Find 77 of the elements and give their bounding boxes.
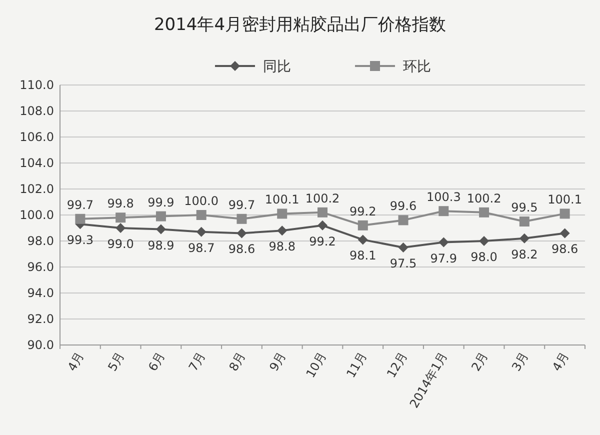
data-label: 99.2 <box>350 204 376 218</box>
data-label: 98.2 <box>511 247 538 262</box>
data-label: 98.9 <box>148 238 174 252</box>
point <box>277 208 288 219</box>
title: 2014年4月密封用粘胶品出厂价格指数 <box>154 15 446 35</box>
x-tick-label: 4月 <box>64 350 87 374</box>
x-tick-label: 10月 <box>303 350 330 380</box>
point <box>116 212 126 223</box>
data-label: 98.6 <box>228 242 256 256</box>
y-tick-label: 102.0 <box>20 182 54 196</box>
data-label: 99.9 <box>148 195 174 210</box>
legend-label: 同比 <box>263 59 291 75</box>
point <box>398 242 408 252</box>
data-label: 100.0 <box>184 194 219 208</box>
data-label: 97.5 <box>390 256 417 270</box>
point <box>318 207 328 218</box>
point <box>438 206 449 216</box>
y-tick-label: 98.0 <box>27 234 54 248</box>
y-tick-label: 106.0 <box>20 130 54 144</box>
x-tick-label: 9月 <box>266 350 289 374</box>
point <box>358 234 368 245</box>
y-tick-label: 104.0 <box>20 156 54 170</box>
data-label: 100.1 <box>548 192 582 207</box>
point <box>560 208 570 219</box>
x-tick-label: 7月 <box>186 350 208 374</box>
x-tick-label: 6月 <box>146 350 168 374</box>
data-label: 100.3 <box>426 190 461 204</box>
x-tick-label: 4月 <box>549 350 572 374</box>
data-label: 99.5 <box>511 200 538 214</box>
point <box>156 224 166 234</box>
y-tick-label: 94.0 <box>27 286 54 300</box>
data-label: 100.2 <box>305 191 340 206</box>
data-label: 98.8 <box>268 240 296 254</box>
point <box>560 228 570 238</box>
y-tick-label: 100.0 <box>20 208 54 222</box>
data-label: 99.8 <box>107 196 134 211</box>
x-tick-label: 5月 <box>105 350 128 374</box>
data-label: 97.9 <box>430 251 458 266</box>
x-tick-label: 2月 <box>468 350 491 374</box>
point <box>519 233 530 244</box>
point <box>519 216 530 226</box>
point <box>479 236 490 246</box>
point <box>196 226 206 237</box>
y-tick-label: 96.0 <box>27 260 54 274</box>
y-tick-label: 90.0 <box>27 338 54 352</box>
data-label: 99.3 <box>66 233 94 248</box>
point <box>75 214 86 224</box>
point <box>236 228 247 238</box>
point <box>156 211 166 222</box>
x-tick-label: 8月 <box>226 350 248 374</box>
x-tick-label: 11月 <box>344 350 370 380</box>
x-tick-label: 12月 <box>384 350 410 380</box>
data-label: 99.7 <box>66 198 94 212</box>
point <box>358 220 368 230</box>
data-label: 99.6 <box>390 199 417 214</box>
y-tick-label: 110.0 <box>20 78 54 92</box>
data-label: 98.7 <box>188 240 215 255</box>
legend-label: 环比 <box>403 59 431 75</box>
point <box>116 223 126 233</box>
point <box>479 207 490 218</box>
data-label: 98.1 <box>350 248 376 263</box>
data-label: 99.0 <box>107 237 134 251</box>
point <box>236 214 247 224</box>
point <box>438 237 449 248</box>
data-label: 100.2 <box>466 191 502 206</box>
data-label: 100.1 <box>264 192 300 207</box>
y-tick-label: 108.0 <box>20 104 54 118</box>
y-tick-label: 92.0 <box>27 312 54 326</box>
data-label: 99.2 <box>309 234 336 248</box>
data-label: 98.0 <box>470 250 498 264</box>
data-label: 99.7 <box>228 198 256 212</box>
point <box>318 220 328 230</box>
point <box>196 210 206 220</box>
x-tick-label: 3月 <box>509 350 532 374</box>
point <box>398 215 408 226</box>
data-label: 98.6 <box>551 242 578 256</box>
point <box>277 226 288 236</box>
